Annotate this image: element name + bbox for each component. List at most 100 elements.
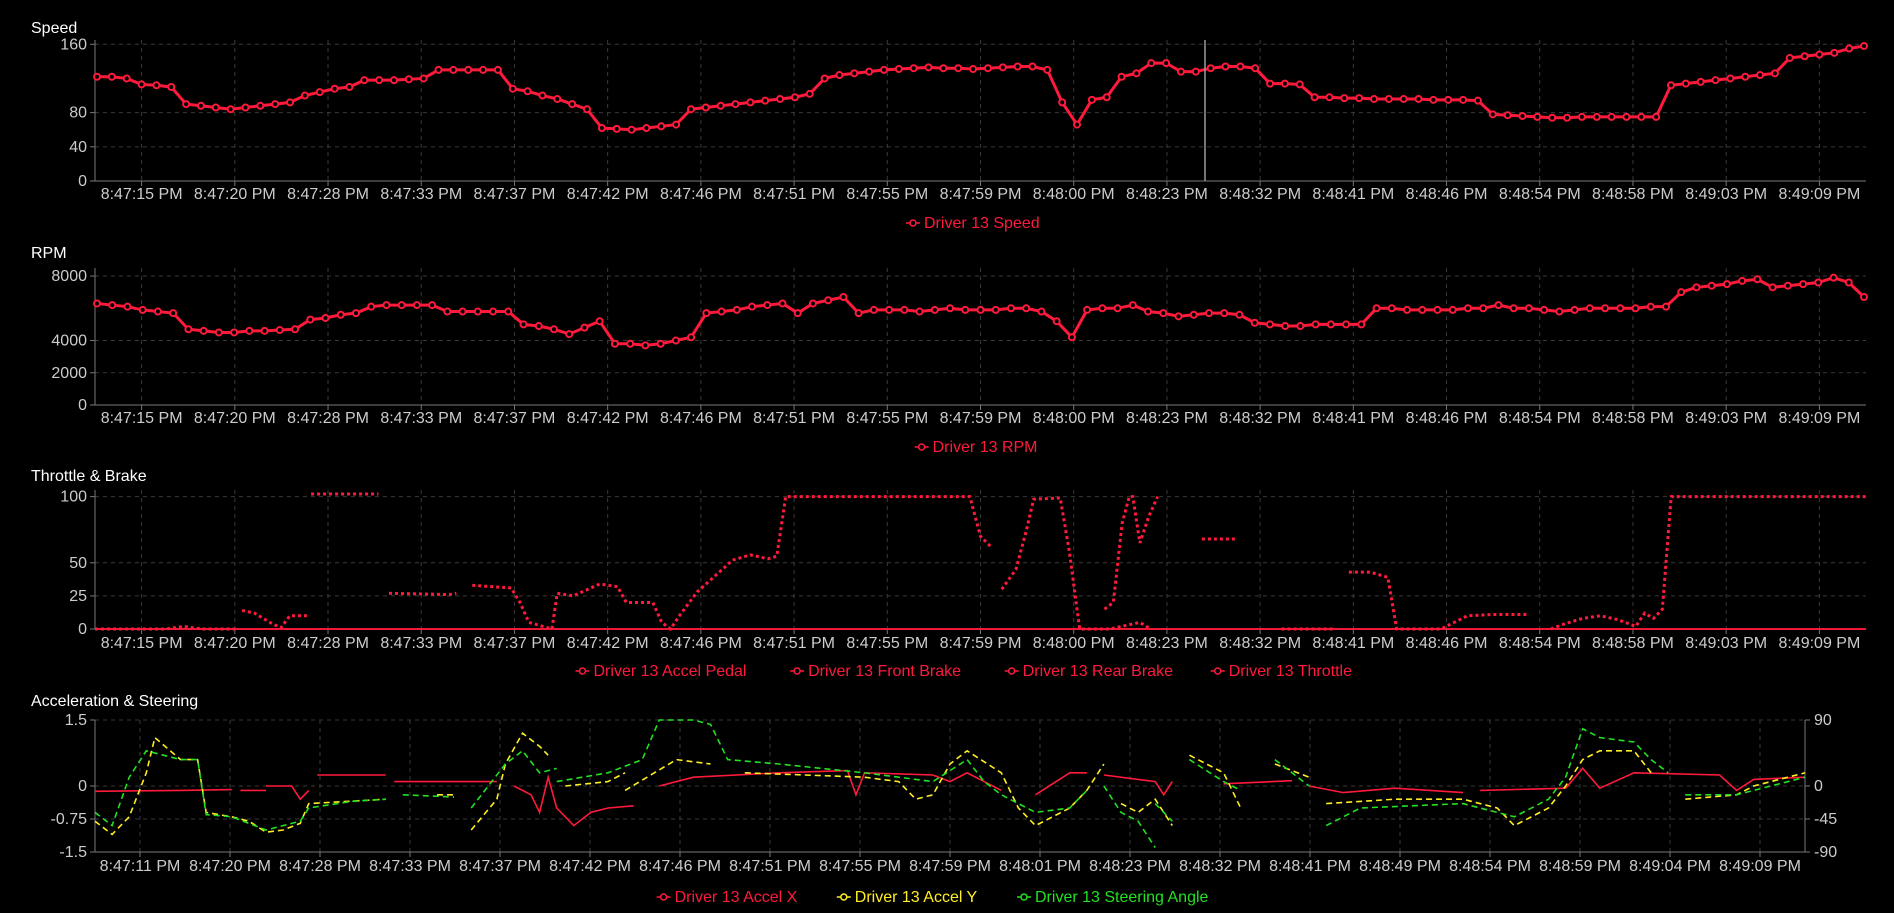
- x-tick-label: 8:48:54 PM: [1449, 858, 1531, 875]
- data-point: [122, 74, 131, 83]
- data-point: [534, 322, 543, 331]
- x-tick-label: 8:48:23 PM: [1089, 858, 1171, 875]
- data-point: [351, 309, 360, 318]
- data-point: [1117, 72, 1126, 81]
- data-point: [1473, 96, 1482, 105]
- data-point: [1631, 304, 1640, 313]
- legend-marker: [917, 443, 926, 451]
- x-tick-label: 8:49:09 PM: [1778, 635, 1860, 652]
- data-point: [1355, 94, 1364, 103]
- series-segment: [241, 608, 308, 630]
- series-segment: [470, 749, 557, 809]
- data-point: [1340, 94, 1349, 103]
- data-point: [549, 325, 558, 334]
- data-point: [153, 307, 162, 316]
- x-tick-label: 8:47:42 PM: [567, 410, 649, 427]
- x-tick-label: 8:48:58 PM: [1592, 186, 1674, 203]
- data-point: [434, 65, 443, 74]
- series-segment: [1274, 758, 1310, 787]
- x-tick-label: 8:47:15 PM: [101, 186, 183, 203]
- legend-entry: Driver 13 Accel Y: [855, 889, 978, 906]
- data-point: [1147, 59, 1156, 68]
- data-point: [716, 101, 725, 110]
- legend-entry: Driver 13 Rear Brake: [1023, 663, 1173, 680]
- x-tick-label: 8:48:32 PM: [1219, 186, 1301, 203]
- series-segment: [565, 772, 626, 787]
- data-point: [924, 63, 933, 72]
- x-tick-label: 8:47:33 PM: [369, 858, 451, 875]
- x-tick-label: 8:48:00 PM: [1033, 410, 1115, 427]
- x-tick-label: 8:48:41 PM: [1312, 410, 1394, 427]
- data-point: [939, 64, 948, 73]
- data-point: [1418, 305, 1427, 314]
- data-point: [504, 307, 513, 316]
- data-point: [1503, 111, 1512, 120]
- y-tick-label: 1.5: [65, 712, 87, 729]
- y-tick-label: 2000: [51, 365, 87, 382]
- data-point: [138, 305, 147, 314]
- data-point: [256, 101, 265, 110]
- data-point: [1585, 304, 1594, 313]
- data-point: [1342, 320, 1351, 329]
- data-point: [1296, 322, 1305, 331]
- data-point: [443, 307, 452, 316]
- data-point: [732, 305, 741, 314]
- data-point: [850, 69, 859, 78]
- data-point: [1387, 304, 1396, 313]
- y-tick-label: -1.5: [59, 844, 87, 861]
- data-point: [1601, 304, 1610, 313]
- data-point: [1844, 278, 1853, 287]
- series-segment: [513, 774, 634, 827]
- series-segment: [659, 769, 1002, 798]
- data-point: [1830, 48, 1839, 57]
- data-point: [1509, 304, 1518, 313]
- data-point: [1711, 76, 1720, 85]
- y-tick-label: 0: [78, 397, 87, 414]
- x-tick-label: 8:48:41 PM: [1269, 858, 1351, 875]
- data-point: [1459, 95, 1468, 104]
- x-tick-label: 8:47:59 PM: [940, 410, 1022, 427]
- legend-entry: Driver 13 RPM: [933, 439, 1038, 456]
- data-point: [382, 301, 391, 310]
- data-point: [1266, 79, 1275, 88]
- series-segment: [1308, 785, 1464, 794]
- data-point: [778, 299, 787, 308]
- data-point: [1022, 304, 1031, 313]
- data-point: [686, 105, 695, 114]
- data-point: [1799, 280, 1808, 289]
- x-tick-label: 8:47:46 PM: [660, 410, 742, 427]
- data-point: [1052, 317, 1061, 326]
- data-point: [1479, 304, 1488, 313]
- data-point: [389, 76, 398, 85]
- data-point: [1756, 71, 1765, 80]
- x-tick-label: 8:48:01 PM: [999, 858, 1081, 875]
- data-point: [1073, 120, 1082, 129]
- chart-title: Throttle & Brake: [31, 468, 147, 485]
- data-point: [1087, 95, 1096, 104]
- x-tick-label: 8:49:09 PM: [1778, 186, 1860, 203]
- data-point: [1768, 283, 1777, 292]
- data-point: [1860, 41, 1868, 50]
- data-point: [1652, 112, 1661, 121]
- series-segment: [266, 785, 310, 801]
- data-point: [1692, 283, 1701, 292]
- y-tick-label: 80: [69, 105, 87, 122]
- data-point: [717, 307, 726, 316]
- data-point: [1311, 320, 1320, 329]
- x-tick-label: 8:47:37 PM: [474, 635, 556, 652]
- x-tick-label: 8:47:20 PM: [194, 410, 276, 427]
- data-point: [900, 305, 909, 314]
- data-point: [300, 91, 309, 100]
- x-tick-label: 8:48:54 PM: [1499, 410, 1581, 427]
- series-0: [94, 767, 1806, 827]
- data-point: [1098, 304, 1107, 313]
- series-segment: [1685, 776, 1806, 796]
- data-point: [1144, 307, 1153, 316]
- data-point: [1235, 310, 1244, 319]
- data-point: [1159, 309, 1168, 318]
- data-point: [1448, 305, 1457, 314]
- data-point: [1250, 318, 1259, 327]
- data-point: [182, 100, 191, 109]
- legend-entry: Driver 13 Steering Angle: [1035, 889, 1209, 906]
- series-segment: [1103, 774, 1173, 797]
